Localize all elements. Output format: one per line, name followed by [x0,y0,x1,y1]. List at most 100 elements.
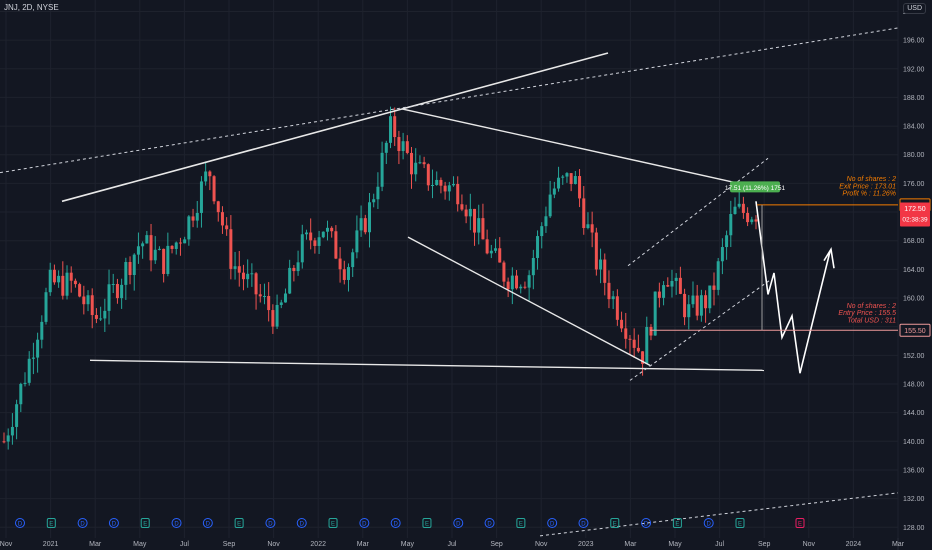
dividend-marker [547,518,558,528]
x-tick-label: Jul [715,541,724,548]
x-tick-label: May [401,541,415,548]
candle-body [359,218,363,231]
candle-body [708,285,712,309]
candle-body [208,171,212,177]
candle-body [552,188,556,195]
candle-body [178,242,182,244]
candle-body [174,242,178,249]
candle-body [288,267,292,294]
event-marker-label: E [143,522,147,528]
trendline-support [407,236,651,366]
y-tick-label: 132.00 [903,496,925,503]
candle-body [141,243,145,247]
candle-body [523,286,527,288]
candle-body [225,225,229,230]
candle-body [628,338,632,340]
candle-body [737,203,741,207]
candle-body [620,319,624,329]
event-marker-label: D [456,522,461,528]
trendline-resistance [401,108,753,187]
y-tick-label: 180.00 [903,152,925,159]
dividend-marker [390,518,401,528]
event-marker-label: D [174,522,179,528]
candle-body [162,248,166,274]
event-marker-label: D [707,522,712,528]
ticker-label: JNJ, 2D, NYSE [4,3,59,12]
candle-body [111,284,115,286]
candle-body [351,252,355,268]
candle-body [746,212,750,223]
candle-body [61,275,65,296]
candle-body [750,219,754,223]
dividend-marker [171,518,182,528]
candle-body [304,232,308,235]
candle-body [275,304,279,327]
dividend-marker [265,518,276,528]
candle-body [10,426,14,436]
candle-body [712,285,716,290]
candle-body [666,285,670,287]
candle-body [687,304,691,318]
candle-body [86,295,90,305]
dividend-marker [703,518,714,528]
y-tick-label: 164.00 [903,267,925,274]
candle-body [19,383,23,405]
x-tick-label: Mar [892,541,905,548]
event-marker-label: D [300,522,305,528]
candle-body [132,254,136,276]
candle-body [40,321,44,340]
dashed-channel-lower [539,492,899,537]
candle-body [494,248,498,251]
candle-body [82,296,86,305]
candle-body [36,339,40,358]
candle-body [296,262,300,272]
candle-body [557,177,561,189]
projection-path [755,201,831,374]
candle-body [645,326,649,364]
bar-countdown: 02:38:39 [902,216,928,223]
event-marker-label: E [49,522,53,528]
candle-body [170,245,174,249]
dividend-marker [484,518,495,528]
candle-body [695,295,699,316]
candle-body [48,269,52,293]
y-tick-label: 128.00 [903,525,925,532]
x-tick-label: Mar [357,541,370,548]
candle-body [670,280,674,287]
candle-body [582,198,586,229]
candle-body [73,280,77,285]
candle-body [309,232,313,241]
candle-body [199,181,203,213]
candle-body [599,259,603,270]
candle-body [15,404,19,427]
y-tick-label: 192.00 [903,66,925,73]
candle-body [300,234,304,263]
candle-body [191,216,195,221]
candle-body [540,226,544,237]
x-tick-label: Mar [89,541,102,548]
x-tick-label: Jul [180,541,189,548]
earnings-marker [672,518,682,528]
candle-body [657,291,661,298]
currency-button[interactable]: USD [903,3,926,14]
candle-body [502,262,506,282]
y-tick-label: 144.00 [903,410,925,417]
event-marker-label: D [581,522,586,528]
earnings-marker [735,518,745,528]
candle-body [733,206,737,215]
trendline-base [89,359,765,372]
trendline-upper-rising [61,52,609,203]
earnings-marker [46,518,56,528]
x-tick-label: Mar [624,541,637,548]
candle-body [615,296,619,320]
candle-body [569,173,573,185]
y-tick-label: 140.00 [903,439,925,446]
candle-body [115,284,119,299]
y-tick-label: 148.00 [903,381,925,388]
candle-body [481,218,485,240]
candle-body [498,248,502,263]
candle-body [212,176,216,202]
candle-body [410,152,414,175]
